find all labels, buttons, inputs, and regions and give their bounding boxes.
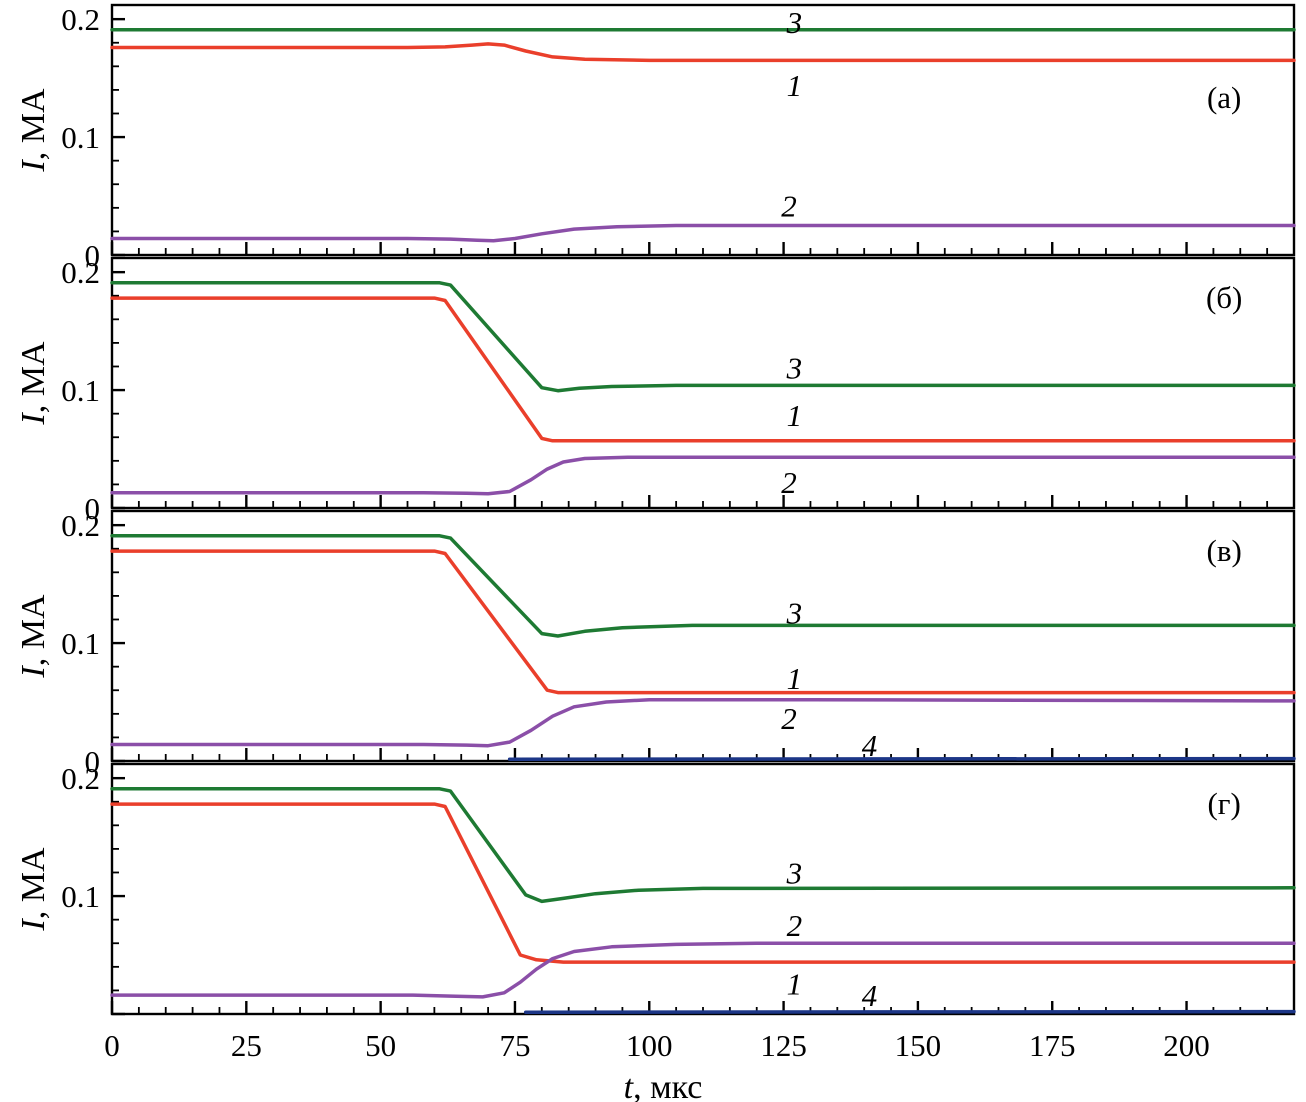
curve-label: 2 <box>781 188 797 223</box>
curve-4 <box>507 756 1296 761</box>
y-axis-title: I, МА <box>15 88 52 173</box>
panel-3: 0 0.1 0.2 3 1 2 4 (в) I, МА <box>15 508 1296 779</box>
curve-label: 2 <box>787 908 803 943</box>
curve-3 <box>110 787 1296 904</box>
curve-label: 4 <box>862 978 878 1013</box>
x-tick-label: 175 <box>1029 1028 1076 1063</box>
y-tick-label: 0.2 <box>61 761 100 796</box>
curve-label: 3 <box>786 595 803 630</box>
y-tick-label: 0.2 <box>61 2 100 37</box>
y-tick-label: 0.2 <box>61 508 100 543</box>
curve-label: 1 <box>787 661 803 696</box>
panel-letter: (б) <box>1206 280 1242 315</box>
axis-frame <box>110 509 1296 763</box>
curve-2 <box>110 455 1296 496</box>
x-axis-title: t, мкс <box>624 1069 703 1102</box>
y-tick-label: 0.2 <box>61 255 100 290</box>
y-axis-title: I, МА <box>15 594 52 679</box>
curve-2 <box>110 941 1296 999</box>
curve-2 <box>110 697 1296 748</box>
curve-1 <box>110 802 1296 964</box>
x-tick-label: 150 <box>895 1028 942 1063</box>
x-tick-label: 100 <box>626 1028 673 1063</box>
curve-label: 1 <box>787 966 803 1001</box>
x-tick-label: 75 <box>499 1028 530 1063</box>
y-tick-label: 0 <box>85 744 101 779</box>
y-tick-label: 0.1 <box>61 626 100 661</box>
y-tick-label: 0 <box>85 491 101 526</box>
x-tick-label: 50 <box>365 1028 396 1063</box>
y-tick-label: 0.1 <box>61 879 100 914</box>
panel-4: 0.1 0.2 3 2 1 4 (г) I, МА <box>15 761 1296 1016</box>
curve-label: 2 <box>781 701 797 736</box>
x-tick-label: 0 <box>104 1028 120 1063</box>
axis-frame <box>110 256 1296 510</box>
curve-4 <box>523 1009 1296 1014</box>
x-tick-label: 200 <box>1163 1028 1210 1063</box>
curve-label: 1 <box>787 68 803 103</box>
x-tick-label: 25 <box>231 1028 262 1063</box>
panel-letter: (в) <box>1207 533 1242 568</box>
y-tick-label: 0.1 <box>61 120 100 155</box>
y-axis-title: I, МА <box>15 847 52 932</box>
curve-label: 1 <box>787 398 803 433</box>
curve-label: 3 <box>786 351 803 386</box>
curve-label: 3 <box>786 855 803 890</box>
curve-1 <box>110 42 1296 63</box>
curve-2 <box>110 223 1296 243</box>
panel-letter: (г) <box>1207 786 1240 821</box>
y-tick-label: 0 <box>85 238 101 273</box>
curve-1 <box>110 296 1296 443</box>
curve-3 <box>110 281 1296 393</box>
axis-frame <box>110 3 1296 257</box>
curve-label: 4 <box>862 728 878 763</box>
curve-1 <box>110 549 1296 695</box>
panel-2: 0 0.1 0.2 3 1 2 (б) I, МА <box>15 255 1296 526</box>
panel-1: 0 0.1 0.2 3 1 2 (а) I, МА <box>15 2 1296 273</box>
y-tick-label: 0.1 <box>61 373 100 408</box>
x-tick-label: 125 <box>760 1028 807 1063</box>
curve-label: 2 <box>781 465 797 500</box>
curve-3 <box>110 534 1296 638</box>
curve-label: 3 <box>786 5 803 40</box>
panel-letter: (а) <box>1207 80 1241 115</box>
y-axis-title: I, МА <box>15 341 52 426</box>
